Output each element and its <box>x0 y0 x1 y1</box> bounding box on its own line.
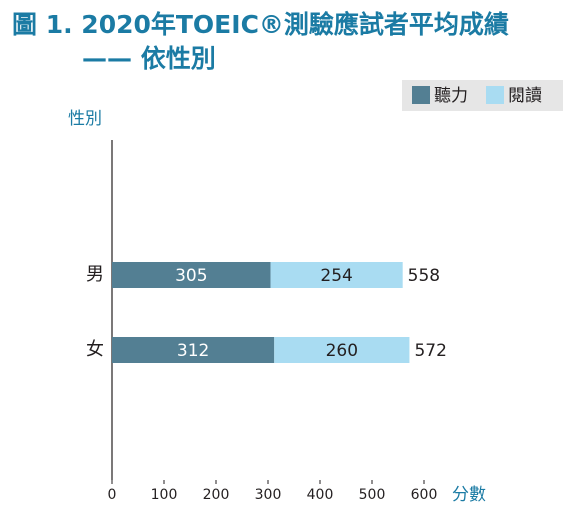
bar-segment <box>112 337 275 363</box>
x-tick-label: 0 <box>108 487 117 503</box>
chart-title: 圖 1. 2020年TOEIC®測驗應試者平均成績 <box>12 10 509 39</box>
total-label: 572 <box>414 341 446 361</box>
y-tick-label: 女 <box>86 339 104 360</box>
x-tick-label: 400 <box>307 487 334 503</box>
segment-label: 305 <box>175 266 207 286</box>
bar-segment <box>270 262 403 288</box>
legend-swatch <box>412 86 430 104</box>
segment-label: 254 <box>320 266 352 286</box>
y-tick-label: 男 <box>86 264 104 285</box>
chart-subtitle: —— 依性別 <box>82 44 216 73</box>
bar-segment <box>274 337 410 363</box>
bar-segment <box>112 262 271 288</box>
legend-label: 閱讀 <box>508 86 542 106</box>
x-tick-label: 100 <box>151 487 178 503</box>
legend-swatch <box>486 86 504 104</box>
legend-label: 聽力 <box>434 86 468 106</box>
x-tick-label: 500 <box>359 487 386 503</box>
segment-label: 312 <box>177 341 209 361</box>
segment-label: 260 <box>326 341 358 361</box>
total-label: 558 <box>408 266 440 286</box>
x-tick-label: 600 <box>411 487 438 503</box>
y-axis-label: 性別 <box>68 109 102 129</box>
x-tick-label: 200 <box>203 487 230 503</box>
x-tick-label: 300 <box>255 487 282 503</box>
x-axis-label: 分數 <box>452 485 486 505</box>
